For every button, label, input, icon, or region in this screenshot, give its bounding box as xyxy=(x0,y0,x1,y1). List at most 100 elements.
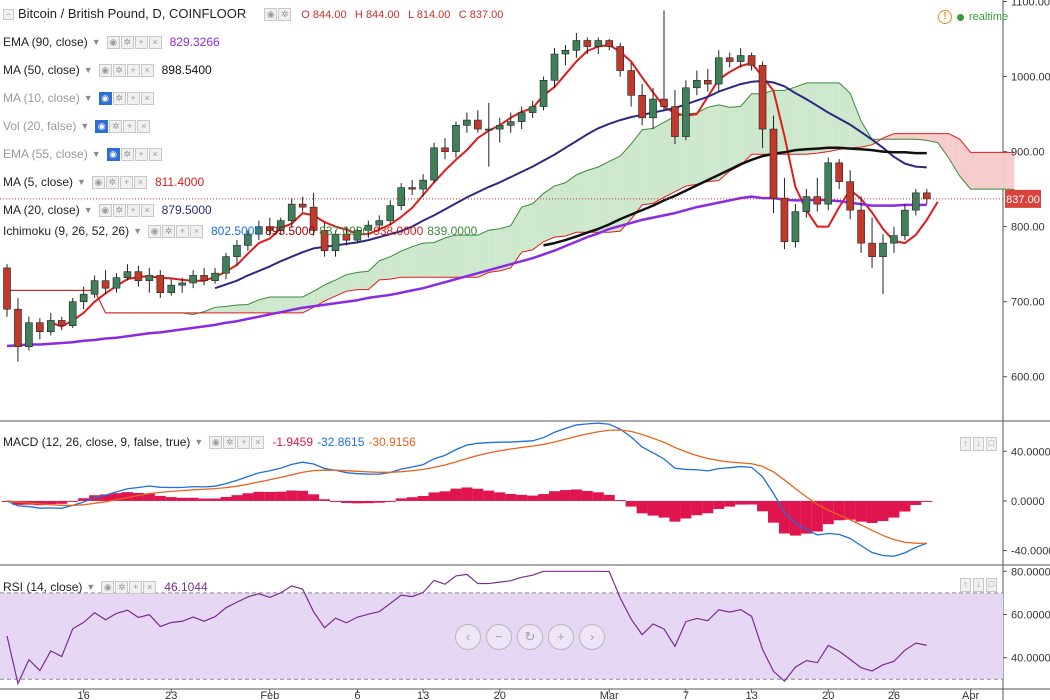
plus-icon[interactable]: + xyxy=(176,224,189,238)
plus-icon[interactable]: + xyxy=(126,203,140,217)
plus-icon[interactable]: + xyxy=(237,435,251,449)
gear-icon[interactable]: ✲ xyxy=(105,175,119,189)
close-icon[interactable]: × xyxy=(143,580,157,594)
ichimoku-cloud-segment xyxy=(434,237,445,278)
macd-histogram-bar xyxy=(132,492,144,501)
chevron-down-icon[interactable]: ▼ xyxy=(83,93,93,103)
ohlc-values: O 844.00 H 844.00 L 814.00 C 837.00 xyxy=(301,8,504,21)
gear-icon[interactable]: ✲ xyxy=(115,580,129,594)
close-icon[interactable]: × xyxy=(148,35,162,49)
gear-icon[interactable]: ✲ xyxy=(223,435,237,449)
maximize-icon[interactable]: □ xyxy=(986,437,997,451)
plus-icon[interactable]: + xyxy=(129,580,143,594)
eye-icon[interactable]: ◉ xyxy=(209,435,223,449)
eye-icon[interactable]: ◉ xyxy=(101,580,115,594)
macd-histogram-bar xyxy=(264,491,276,501)
collapse-icon[interactable]: − xyxy=(3,8,14,20)
macd-histogram-bar xyxy=(603,494,615,501)
gear-icon[interactable]: ✲ xyxy=(120,35,134,49)
eye-icon[interactable]: ◉ xyxy=(98,91,112,105)
macd-histogram-bar xyxy=(12,500,24,505)
candle-body xyxy=(353,230,362,241)
move-up-icon[interactable]: ↑ xyxy=(960,437,971,451)
indicator-row: EMA (55, close) ▼ ◉ ✲ + × xyxy=(3,144,508,164)
close-icon[interactable]: × xyxy=(137,119,151,133)
candle-body xyxy=(276,220,285,231)
chevron-down-icon[interactable]: ▼ xyxy=(91,37,101,47)
macd-tick-label: -40.0000 xyxy=(1011,546,1050,558)
ichimoku-cloud-segment xyxy=(653,122,664,204)
move-down-icon[interactable]: ↓ xyxy=(973,578,984,592)
warning-icon[interactable]: ! xyxy=(938,10,952,24)
maximize-icon[interactable]: □ xyxy=(986,578,997,592)
eye-icon[interactable]: ◉ xyxy=(264,7,278,21)
move-down-icon[interactable]: ↓ xyxy=(973,437,984,451)
indicator-buttons: ◉ ✲ + × xyxy=(98,91,154,105)
move-up-icon[interactable]: ↑ xyxy=(960,578,971,592)
candle-body xyxy=(342,233,351,241)
candle-body xyxy=(824,162,833,205)
indicator-name: EMA (55, close) xyxy=(3,147,88,161)
gear-icon[interactable]: ✲ xyxy=(162,224,175,238)
plus-icon[interactable]: + xyxy=(134,147,148,161)
minus-icon[interactable]: − xyxy=(486,624,512,650)
candle-body xyxy=(265,226,274,231)
candle-body xyxy=(386,205,395,221)
chevron-down-icon[interactable]: ▼ xyxy=(83,205,93,215)
plus-icon[interactable]: + xyxy=(548,624,574,650)
candle-body xyxy=(769,128,778,199)
gear-icon[interactable]: ✲ xyxy=(112,63,126,77)
chevron-left-icon[interactable]: ‹ xyxy=(455,624,481,650)
plus-icon[interactable]: + xyxy=(123,119,137,133)
ichimoku-cloud-segment xyxy=(587,166,599,233)
gear-icon[interactable]: ✲ xyxy=(120,147,134,161)
gear-icon[interactable]: ✲ xyxy=(112,91,126,105)
eye-icon[interactable]: ◉ xyxy=(98,203,112,217)
macd-histogram-bar xyxy=(778,500,790,534)
ichimoku-cloud-segment xyxy=(313,284,325,308)
gear-icon[interactable]: ✲ xyxy=(112,203,126,217)
ichimoku-cloud-segment xyxy=(839,82,851,150)
chevron-down-icon[interactable]: ▼ xyxy=(194,437,204,447)
eye-icon[interactable]: ◉ xyxy=(106,147,120,161)
gear-icon[interactable]: ✲ xyxy=(109,119,123,133)
macd-histogram-bar xyxy=(757,500,769,512)
chevron-right-icon[interactable]: › xyxy=(579,624,605,650)
eye-icon[interactable]: ◉ xyxy=(95,119,109,133)
eye-icon[interactable]: ◉ xyxy=(98,63,112,77)
close-icon[interactable]: × xyxy=(190,224,203,238)
plus-icon[interactable]: + xyxy=(126,63,140,77)
chevron-down-icon[interactable]: ▼ xyxy=(86,582,96,592)
reset-icon[interactable]: ↻ xyxy=(517,624,543,650)
candle-body xyxy=(660,98,668,107)
ichimoku-cloud-segment xyxy=(335,274,347,297)
chevron-down-icon[interactable]: ▼ xyxy=(77,177,86,187)
close-icon[interactable]: × xyxy=(140,63,154,77)
chevron-down-icon[interactable]: ▼ xyxy=(133,226,142,236)
close-icon[interactable]: × xyxy=(148,147,162,161)
chevron-down-icon[interactable]: ▼ xyxy=(80,121,90,131)
ichimoku-cloud-segment xyxy=(915,133,927,141)
macd-histogram-bar xyxy=(483,490,495,501)
eye-icon[interactable]: ◉ xyxy=(148,224,161,238)
macd-histogram-bar xyxy=(527,495,539,501)
ichimoku-cloud-segment xyxy=(718,104,730,181)
plus-icon[interactable]: + xyxy=(126,91,140,105)
eye-icon[interactable]: ◉ xyxy=(106,35,120,49)
close-icon[interactable]: × xyxy=(140,203,154,217)
plus-icon[interactable]: + xyxy=(119,175,133,189)
ichimoku-cloud-segment xyxy=(576,170,588,233)
ichimoku-cloud-segment xyxy=(948,133,960,176)
macd-histogram-bar xyxy=(384,500,396,502)
gear-icon[interactable]: ✲ xyxy=(278,7,292,21)
chevron-down-icon[interactable]: ▼ xyxy=(91,149,101,159)
candle-body xyxy=(846,181,854,211)
candle-body xyxy=(802,196,811,212)
plus-icon[interactable]: + xyxy=(134,35,148,49)
close-icon[interactable]: × xyxy=(251,435,265,449)
close-icon[interactable]: × xyxy=(133,175,147,189)
chevron-down-icon[interactable]: ▼ xyxy=(83,65,93,75)
close-icon[interactable]: × xyxy=(140,91,154,105)
macd-histogram-bar xyxy=(789,500,801,536)
eye-icon[interactable]: ◉ xyxy=(91,175,105,189)
